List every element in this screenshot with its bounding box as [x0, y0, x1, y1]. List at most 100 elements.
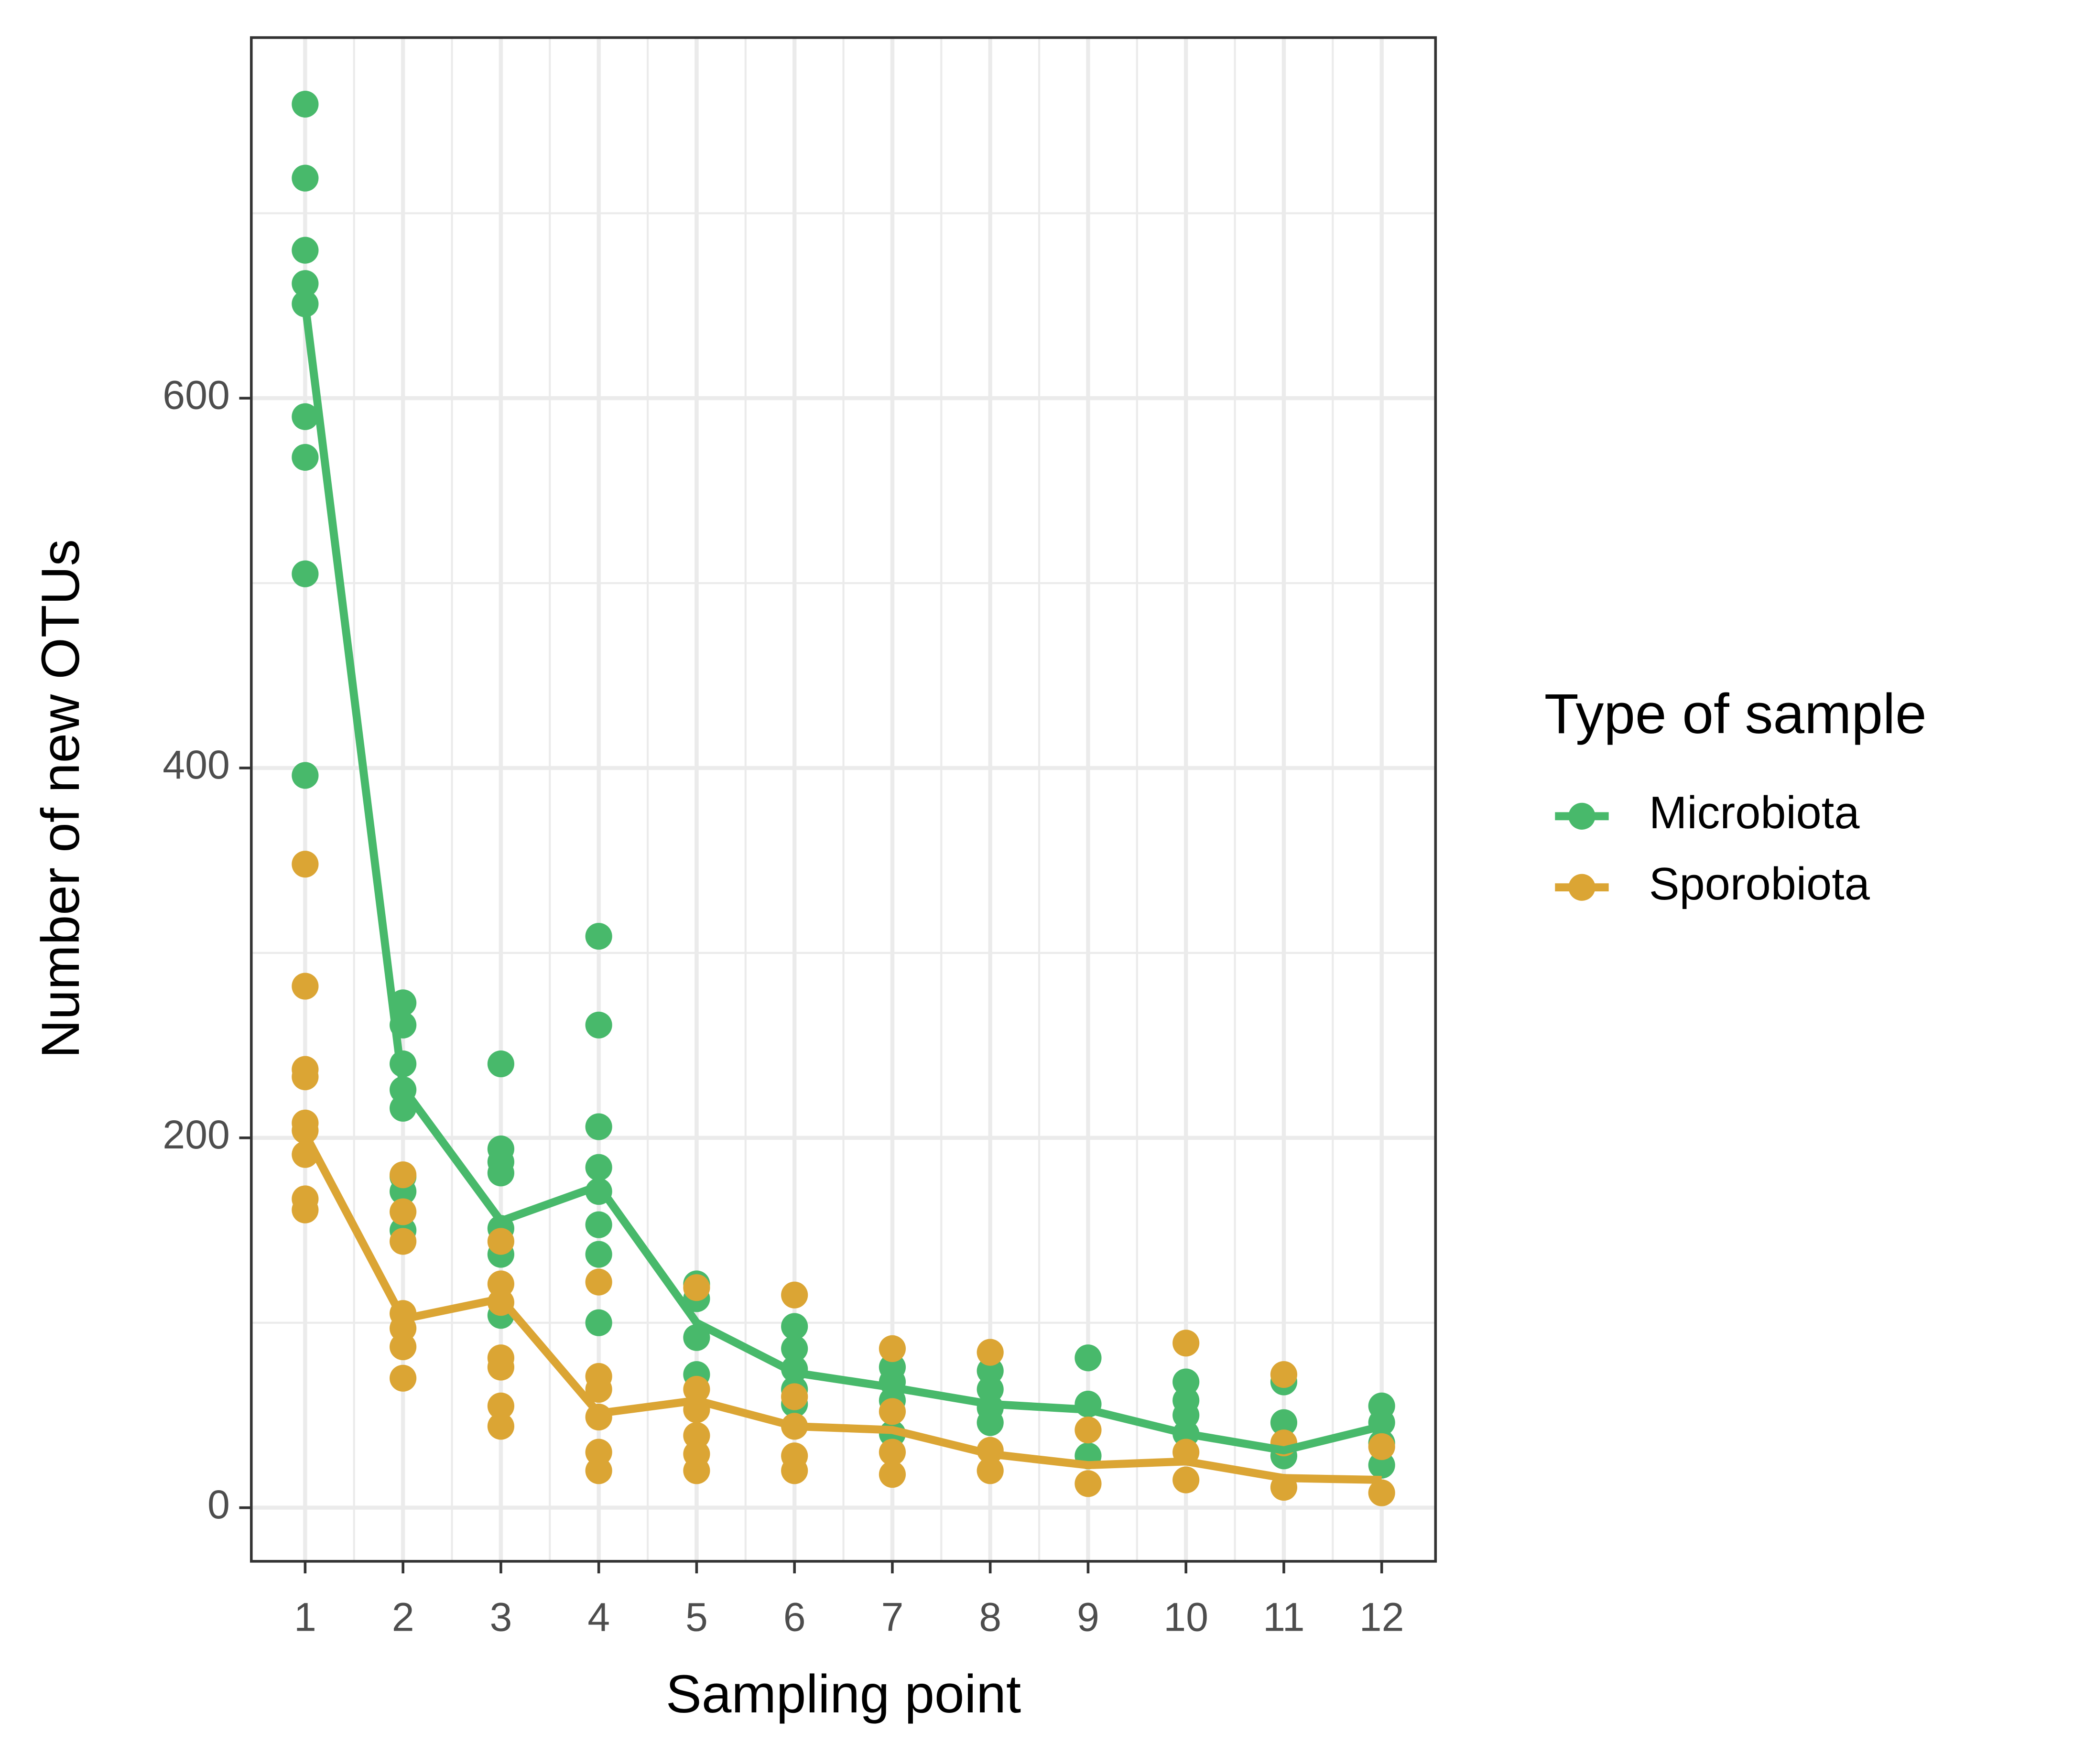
- point: [292, 1196, 319, 1223]
- point: [292, 290, 319, 317]
- point: [781, 1335, 808, 1362]
- legend: Type of sample Microbiota Sporobiota: [1544, 682, 1927, 909]
- point: [683, 1324, 710, 1351]
- point: [683, 1375, 710, 1403]
- point: [585, 1309, 612, 1336]
- point: [292, 237, 319, 264]
- x-tick-label: 3: [489, 1595, 512, 1640]
- point: [1172, 1466, 1200, 1493]
- point: [585, 1011, 612, 1039]
- point: [585, 1154, 612, 1181]
- point: [1172, 1368, 1200, 1396]
- point: [1075, 1417, 1102, 1444]
- point: [292, 1117, 319, 1144]
- point: [977, 1409, 1004, 1436]
- point: [1368, 1451, 1395, 1479]
- point: [292, 762, 319, 789]
- x-tick-label: 11: [1263, 1595, 1304, 1640]
- point: [487, 1050, 514, 1078]
- point: [292, 270, 319, 297]
- point: [292, 973, 319, 1000]
- point: [781, 1281, 808, 1309]
- point: [683, 1457, 710, 1484]
- mean-line: [301, 303, 1383, 1455]
- point: [879, 1398, 906, 1425]
- point: [1172, 1402, 1200, 1429]
- point: [1270, 1409, 1298, 1436]
- y-tick-label: 600: [163, 372, 230, 417]
- x-tick-label: 10: [1163, 1595, 1208, 1640]
- point: [487, 1392, 514, 1419]
- point: [487, 1159, 514, 1187]
- point: [487, 1413, 514, 1440]
- point: [292, 851, 319, 878]
- x-tick-label: 5: [685, 1595, 708, 1640]
- point: [781, 1313, 808, 1340]
- point: [390, 1228, 417, 1255]
- point: [585, 1211, 612, 1238]
- point: [487, 1270, 514, 1298]
- legend-key-point: [1568, 802, 1596, 830]
- x-tick-label: 9: [1077, 1595, 1099, 1640]
- point: [977, 1457, 1004, 1484]
- point: [390, 1161, 417, 1189]
- point: [585, 1375, 612, 1403]
- mean-line: [301, 1132, 1382, 1484]
- y-tick-label: 200: [163, 1112, 230, 1157]
- legend-key-point: [1568, 874, 1596, 901]
- legend-label: Microbiota: [1649, 788, 1860, 838]
- point: [683, 1274, 710, 1301]
- point: [292, 560, 319, 587]
- point: [292, 1063, 319, 1091]
- point: [585, 922, 612, 950]
- lines: [301, 303, 1383, 1484]
- point: [292, 444, 319, 471]
- point: [879, 1461, 906, 1488]
- x-tick-label: 4: [587, 1595, 610, 1640]
- point: [292, 90, 319, 118]
- point: [1270, 1361, 1298, 1388]
- point: [781, 1457, 808, 1484]
- point: [585, 1113, 612, 1140]
- x-tick-label: 1: [294, 1595, 316, 1640]
- point: [977, 1339, 1004, 1366]
- grid: [251, 37, 1436, 1561]
- point: [585, 1439, 612, 1466]
- point: [977, 1375, 1004, 1403]
- point: [487, 1228, 514, 1255]
- point: [879, 1439, 906, 1466]
- point: [585, 1241, 612, 1268]
- point: [977, 1357, 1004, 1385]
- point: [585, 1268, 612, 1296]
- x-tick-label: 12: [1359, 1595, 1404, 1640]
- point: [585, 1457, 612, 1484]
- point: [1075, 1470, 1102, 1497]
- x-tick-label: 8: [979, 1595, 1001, 1640]
- y-axis-title: Number of new OTUs: [30, 539, 90, 1058]
- point: [1075, 1344, 1102, 1372]
- point: [1368, 1479, 1395, 1506]
- legend-title: Type of sample: [1544, 682, 1927, 745]
- x-axis-title: Sampling point: [666, 1664, 1021, 1724]
- point: [879, 1335, 906, 1362]
- x-tick-label: 6: [783, 1595, 806, 1640]
- y-tick-label: 400: [163, 742, 230, 787]
- point: [487, 1353, 514, 1381]
- panel-border: [250, 36, 1437, 1563]
- x-tick-label: 2: [392, 1595, 414, 1640]
- point: [390, 1198, 417, 1225]
- point: [683, 1422, 710, 1449]
- point: [390, 1333, 417, 1361]
- point: [1368, 1433, 1395, 1461]
- point: [292, 403, 319, 430]
- y-tick-label: 0: [207, 1482, 230, 1527]
- point: [390, 1364, 417, 1392]
- legend-label: Sporobiota: [1649, 859, 1870, 909]
- points: [292, 90, 1395, 1506]
- point: [1172, 1330, 1200, 1357]
- x-tick-label: 7: [881, 1595, 903, 1640]
